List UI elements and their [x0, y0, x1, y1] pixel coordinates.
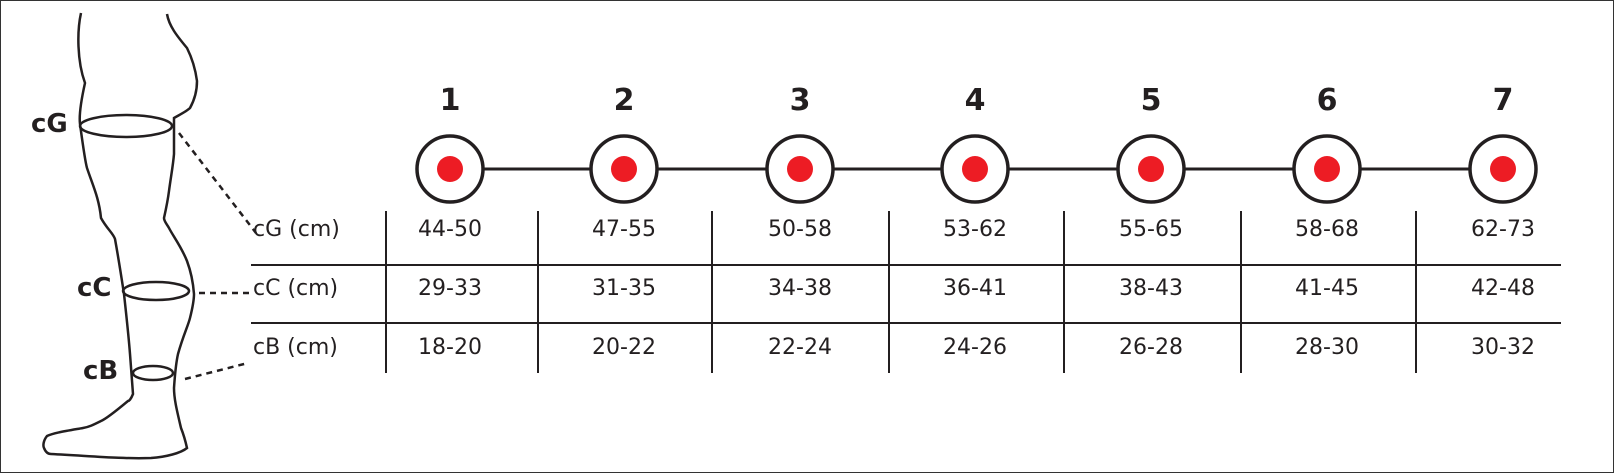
table-cell: 28-30: [1295, 335, 1359, 360]
table-cell: 22-24: [768, 335, 832, 360]
leg-illustration: [42, 12, 257, 460]
row-label: cB (cm): [253, 335, 338, 360]
leg-outline: [42, 12, 199, 460]
size-number: 2: [613, 83, 635, 118]
table-cell: 29-33: [418, 276, 482, 301]
leader-lines: [178, 132, 257, 381]
size-marker-dot: [1490, 156, 1516, 182]
table-cell: 58-68: [1295, 217, 1359, 242]
size-number: 6: [1316, 83, 1338, 118]
size-marker-dot: [437, 156, 463, 182]
table-cell: 26-28: [1119, 335, 1183, 360]
size-marker-dot: [1314, 156, 1340, 182]
table-cell: 55-65: [1119, 217, 1183, 242]
table-grid: [251, 211, 1561, 373]
size-marker-dot: [787, 156, 813, 182]
size-number: 4: [964, 83, 986, 118]
leg-label-cb: cB: [83, 356, 119, 386]
row-label: cG (cm): [253, 217, 340, 242]
table-cell: 62-73: [1471, 217, 1535, 242]
table-cell: 41-45: [1295, 276, 1359, 301]
table-cell: 36-41: [943, 276, 1007, 301]
table-cell: 34-38: [768, 276, 832, 301]
size-number: 1: [439, 83, 461, 118]
size-number: 3: [789, 83, 811, 118]
table-cell: 50-58: [768, 217, 832, 242]
table-cell: 53-62: [943, 217, 1007, 242]
table-cell: 31-35: [592, 276, 656, 301]
table-cell: 42-48: [1471, 276, 1535, 301]
table-cell: 44-50: [418, 217, 482, 242]
leg-label-cg: cG: [31, 109, 68, 139]
cc-ellipse: [121, 280, 191, 302]
size-number: 7: [1492, 83, 1514, 118]
cg-ellipse: [78, 113, 174, 139]
size-marker-dot: [611, 156, 637, 182]
size-marker-dot: [962, 156, 988, 182]
table-cell: 18-20: [418, 335, 482, 360]
table-cell: 24-26: [943, 335, 1007, 360]
size-number: 5: [1140, 83, 1162, 118]
table-cell: 30-32: [1471, 335, 1535, 360]
size-marker-dot: [1138, 156, 1164, 182]
cb-ellipse: [131, 364, 175, 382]
row-label: cC (cm): [253, 276, 339, 301]
table-cell: 20-22: [592, 335, 656, 360]
table-cell: 38-43: [1119, 276, 1183, 301]
leg-label-cc: cC: [77, 273, 112, 303]
table-cell: 47-55: [592, 217, 656, 242]
